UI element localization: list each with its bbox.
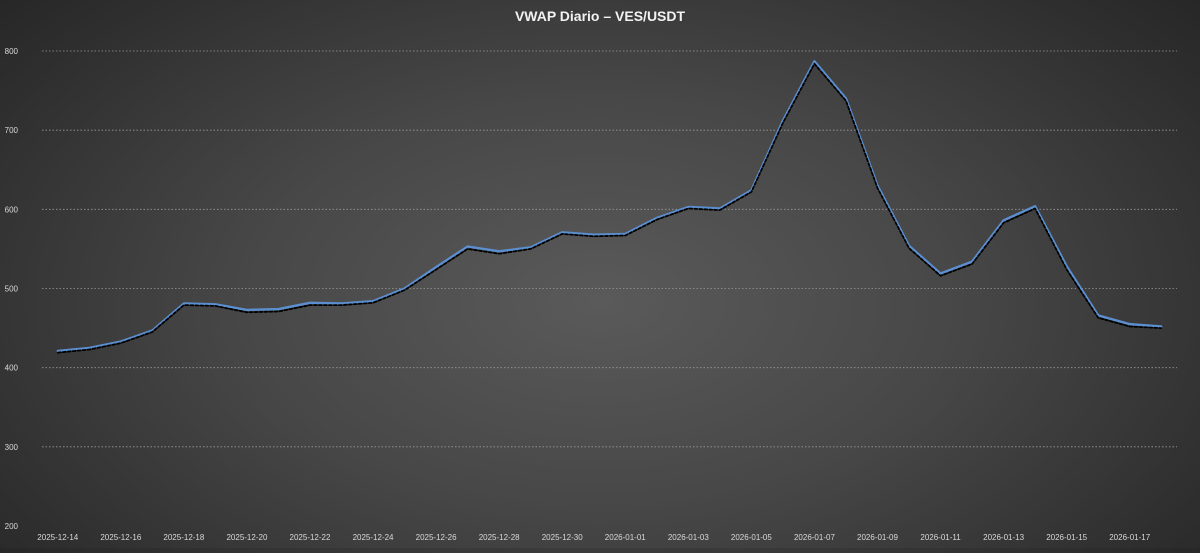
x-tick-label: 2026-01-07 [794, 533, 835, 542]
x-tick-label: 2026-01-13 [983, 533, 1024, 542]
x-tick-label: 2026-01-17 [1109, 533, 1150, 542]
x-tick-label: 2025-12-26 [416, 533, 457, 542]
x-tick-label: 2025-12-16 [100, 533, 141, 542]
x-tick-label: 2026-01-15 [1046, 533, 1087, 542]
y-tick-label: 800 [5, 47, 19, 56]
x-tick-label: 2026-01-01 [605, 533, 646, 542]
x-tick-label: 2025-12-22 [290, 533, 331, 542]
y-tick-label: 300 [5, 443, 19, 452]
x-tick-label: 2025-12-20 [226, 533, 267, 542]
series-line-solid [56, 60, 1163, 353]
y-tick-label: 600 [5, 205, 19, 214]
x-tick-label: 2025-12-30 [542, 533, 583, 542]
chart-title: VWAP Diario – VES/USDT [514, 8, 686, 24]
x-tick-label: 2025-12-24 [353, 533, 394, 542]
x-tick-label: 2026-01-05 [731, 533, 772, 542]
x-tick-label: 2025-12-18 [163, 533, 204, 542]
y-tick-label: 400 [5, 364, 19, 373]
y-tick-label: 200 [5, 522, 19, 531]
y-axis-ticks: 200 300 400 500 600 700 800 [5, 47, 19, 531]
y-tick-label: 500 [5, 285, 19, 294]
gridlines [42, 50, 1177, 448]
series-lines [56, 60, 1163, 354]
x-tick-label: 2026-01-09 [857, 533, 898, 542]
y-tick-label: 700 [5, 126, 19, 135]
x-tick-label: 2025-12-14 [37, 533, 78, 542]
x-tick-label: 2026-01-03 [668, 533, 709, 542]
x-tick-label: 2026-01-11 [920, 533, 961, 542]
x-tick-label: 2025-12-28 [479, 533, 520, 542]
series-line-dashed [56, 62, 1163, 354]
x-axis-ticks: 2025-12-14 2025-12-16 2025-12-18 2025-12-20… [37, 533, 1150, 542]
